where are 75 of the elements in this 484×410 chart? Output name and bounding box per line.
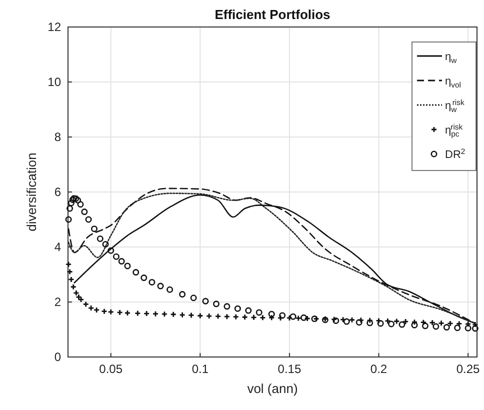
y-tick-label: 0 [54, 350, 62, 364]
y-tick-label: 2 [54, 295, 62, 309]
point [202, 298, 209, 304]
point [118, 258, 125, 265]
point [65, 216, 72, 223]
point [388, 320, 395, 328]
point [108, 308, 114, 316]
point [366, 320, 374, 326]
point [68, 200, 74, 206]
point [108, 247, 114, 254]
point [343, 318, 350, 325]
point [72, 195, 80, 202]
point [124, 310, 131, 316]
point [411, 322, 418, 328]
point [157, 282, 164, 290]
y-tick-label: 12 [48, 20, 62, 34]
x-tick-label: 0.25 [456, 362, 480, 376]
point [245, 307, 252, 314]
point [332, 317, 340, 324]
point [81, 208, 88, 216]
point [472, 325, 478, 332]
y-tick-label: 4 [54, 240, 62, 254]
point [77, 201, 84, 208]
point [377, 320, 384, 327]
point [398, 321, 406, 328]
point [190, 294, 197, 302]
point [70, 284, 77, 290]
y-tick-label: 8 [54, 130, 62, 144]
legend-label: η$_{w}$ [445, 51, 458, 65]
legend-label: DR$^{2}$ [445, 146, 466, 161]
point [464, 324, 472, 332]
point [443, 324, 450, 331]
point [179, 291, 186, 298]
legend-label: η$_{vol}$ [445, 76, 462, 90]
point [224, 303, 230, 310]
point [422, 322, 428, 330]
y-axis-title: diversification [24, 152, 39, 232]
point [161, 310, 168, 318]
point [242, 314, 248, 320]
point [102, 241, 109, 248]
point [212, 300, 220, 308]
point [66, 205, 74, 212]
x-tick-label: 0.2 [370, 362, 388, 376]
y-tick-label: 10 [48, 75, 62, 89]
point [300, 314, 308, 321]
point [85, 216, 92, 223]
point [143, 310, 150, 317]
x-tick-label: 0.1 [192, 362, 209, 376]
point [96, 236, 104, 242]
point [429, 319, 436, 326]
point [432, 323, 440, 330]
point [454, 324, 461, 332]
x-tick-label: 0.15 [278, 362, 302, 376]
point [224, 313, 230, 320]
point [91, 226, 98, 232]
point [348, 316, 356, 324]
point [140, 274, 148, 282]
point [256, 309, 262, 316]
point [356, 319, 362, 326]
point [170, 311, 177, 318]
point [268, 310, 275, 318]
point [206, 312, 212, 320]
x-tick-label: 0.05 [99, 362, 123, 376]
point [148, 278, 156, 286]
point [112, 253, 120, 260]
chart-title: Efficient Portfolios [214, 7, 330, 22]
point [290, 313, 296, 320]
y-tick-label: 6 [54, 185, 62, 199]
point [166, 286, 174, 293]
point [132, 269, 140, 276]
point [279, 312, 286, 319]
x-axis-title: vol (ann) [247, 381, 298, 396]
point [124, 262, 131, 270]
point [234, 305, 241, 312]
point [311, 316, 318, 322]
